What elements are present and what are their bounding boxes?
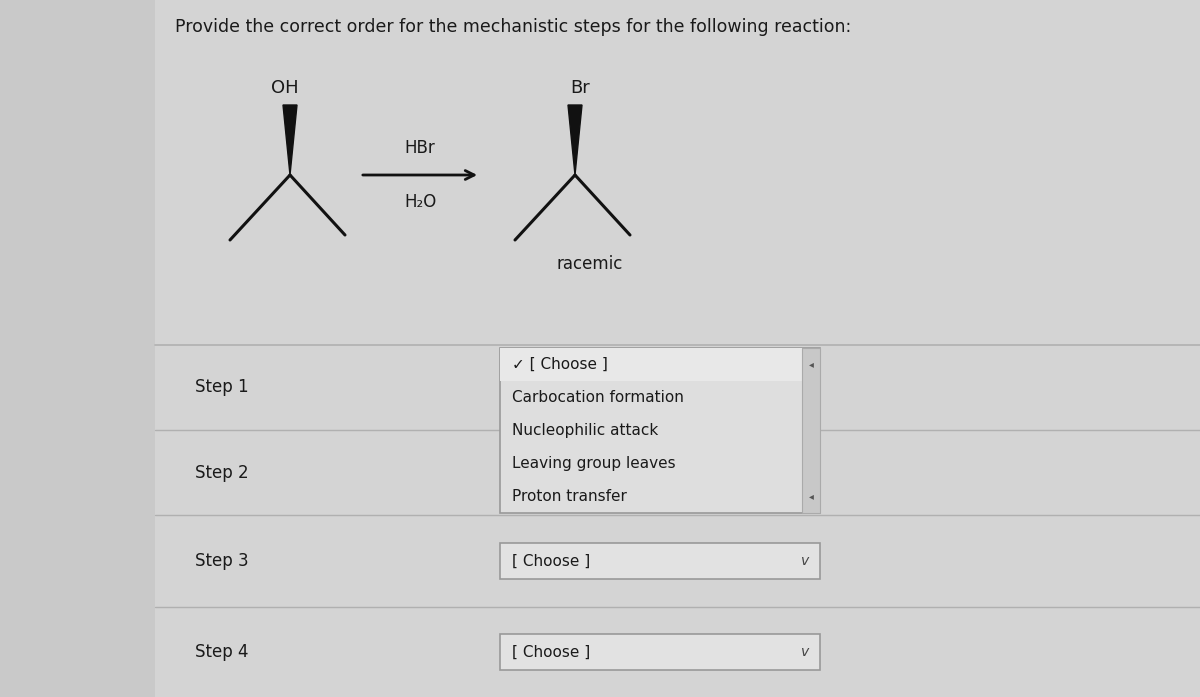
Text: Br: Br	[570, 79, 590, 97]
Text: Step 2: Step 2	[194, 464, 248, 482]
Text: Nucleophilic attack: Nucleophilic attack	[512, 423, 659, 438]
Text: Step 1: Step 1	[194, 378, 248, 397]
Text: H₂O: H₂O	[404, 193, 436, 211]
Text: Carbocation formation: Carbocation formation	[512, 390, 684, 405]
Bar	[802, 348, 820, 513]
Bar	[155, 0, 1200, 697]
Polygon shape	[568, 105, 582, 175]
Text: v: v	[800, 554, 809, 568]
Text: ◂: ◂	[809, 491, 814, 502]
Text: OH: OH	[271, 79, 299, 97]
Text: Step 3: Step 3	[194, 552, 248, 570]
Text: [ Choose ]: [ Choose ]	[512, 645, 590, 659]
Text: v: v	[800, 645, 809, 659]
Text: HBr: HBr	[404, 139, 436, 157]
Text: Leaving group leaves: Leaving group leaves	[512, 456, 676, 471]
Text: Proton transfer: Proton transfer	[512, 489, 626, 504]
Text: [ Choose ]: [ Choose ]	[512, 553, 590, 569]
Text: ◂: ◂	[809, 360, 814, 369]
Polygon shape	[283, 105, 298, 175]
Text: ✓ [ Choose ]: ✓ [ Choose ]	[512, 357, 608, 372]
Text: Step 4: Step 4	[194, 643, 248, 661]
Bar	[500, 348, 820, 513]
Text: racemic: racemic	[557, 255, 623, 273]
Bar	[500, 634, 820, 670]
Bar	[500, 543, 820, 579]
Bar	[500, 348, 802, 381]
Text: Provide the correct order for the mechanistic steps for the following reaction:: Provide the correct order for the mechan…	[175, 18, 851, 36]
